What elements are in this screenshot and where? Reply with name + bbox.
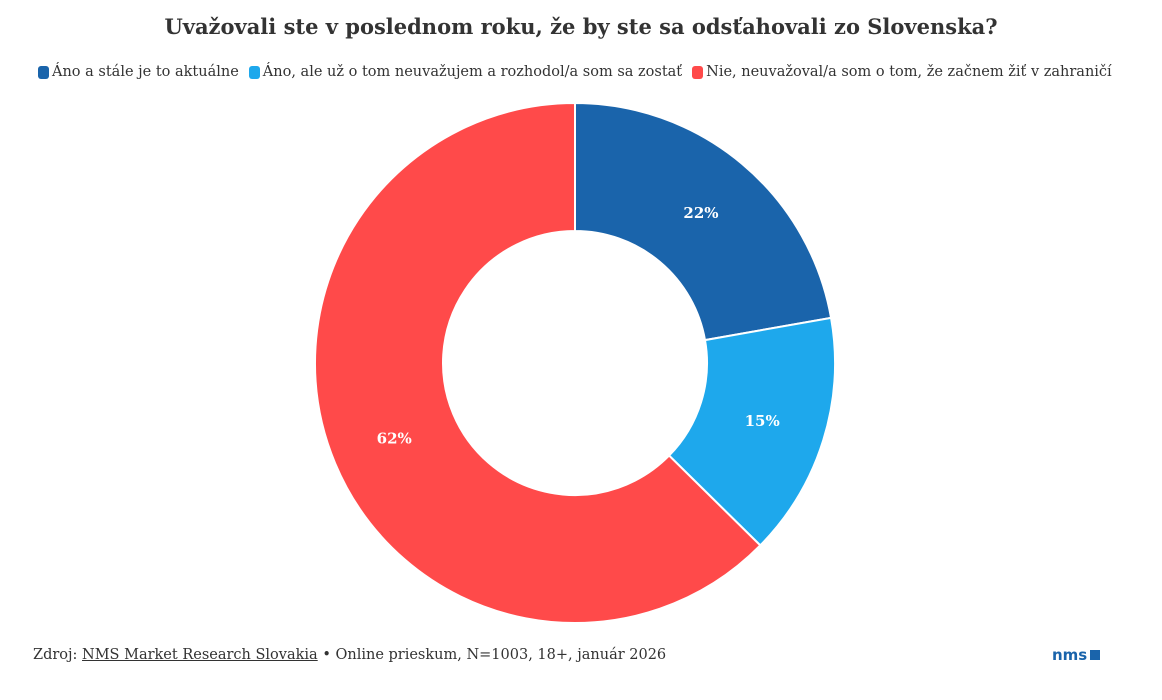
legend-swatch [248,65,260,79]
legend-swatch [38,65,49,79]
donut-slice-2[interactable] [667,316,836,547]
nms-logo: nms [1052,646,1101,664]
footer: Zdroj: NMS Market Research Slovakia • On… [33,647,666,663]
chart-title: Uvažovali ste v poslednom roku, že by st… [164,14,998,39]
source-details: • Online prieskum, N=1003, 18+, január 2… [322,647,667,663]
slice-label-2: 15% [745,412,780,430]
legend-label: Nie, neuvažoval/a som o tom, že začnem ž… [706,64,1112,80]
source-prefix: Zdroj: [33,647,78,663]
legend-item-3[interactable]: Nie, neuvažoval/a som o tom, že začnem ž… [692,64,1112,80]
legend-swatch [692,65,704,79]
slice-label-1: 22% [683,204,718,222]
legend-label: Áno a stále je to aktuálne [52,64,239,80]
donut-slice-1[interactable] [574,101,833,342]
logo-text: nms [1052,646,1088,664]
slice-label-3: 62% [377,430,412,448]
logo-square-icon [1090,650,1101,660]
legend-label: Áno, ale už o tom neuvažujem a rozhodol/… [262,64,683,80]
legend-item-1[interactable]: Áno a stále je to aktuálne [38,64,239,80]
legend: Áno a stále je to aktuálne Áno, ale už o… [38,64,1112,80]
legend-item-2[interactable]: Áno, ale už o tom neuvažujem a rozhodol/… [248,64,683,80]
donut-slice-3[interactable] [314,101,762,624]
source-link[interactable]: NMS Market Research Slovakia [82,647,318,663]
